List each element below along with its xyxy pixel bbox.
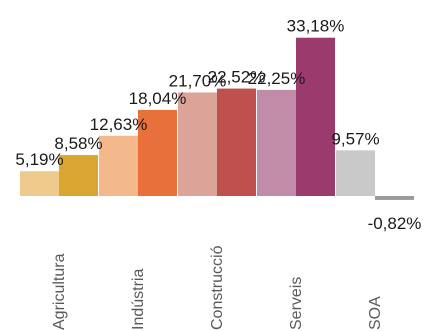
- bar-serveis-s1: [257, 89, 296, 196]
- bar-ind-stria-s1: [99, 135, 138, 196]
- value-label: 18,04%: [129, 89, 187, 108]
- value-label: 22,25%: [248, 69, 306, 88]
- bar-soa-s1: [336, 150, 375, 196]
- bars-group: [20, 37, 414, 200]
- category-labels-group: Agricultura Indústria Construcció Serveis SO…: [51, 245, 384, 330]
- bar-serveis-s2: [296, 37, 335, 196]
- value-label: 12,63%: [90, 115, 148, 134]
- bar-soa-s2: [375, 196, 414, 200]
- value-labels-group: 5,19%8,58%12,63% 18,04%21,70%22,52%22,25%…: [15, 17, 421, 233]
- bar-agricultura-s1: [20, 171, 59, 196]
- value-label: -0,82%: [368, 214, 422, 233]
- category-label-agricultura: Agricultura: [51, 253, 68, 330]
- value-label: 21,70%: [169, 71, 227, 90]
- bar-construcci--s1: [178, 92, 217, 196]
- category-label-construcci-: Construcció: [209, 245, 226, 330]
- value-label: 9,57%: [331, 129, 379, 148]
- value-label: 5,19%: [15, 150, 63, 169]
- value-label: 33,18%: [287, 17, 345, 36]
- value-label: 8,58%: [54, 134, 102, 153]
- bar-ind-stria-s2: [138, 109, 177, 196]
- bar-construcci--s2: [217, 88, 256, 196]
- bar-agricultura-s2: [59, 155, 98, 196]
- category-label-soa: SOA: [367, 296, 384, 330]
- category-label-ind-stria: Indústria: [130, 269, 147, 330]
- value-label: 22,52%: [208, 68, 266, 87]
- category-label-serveis: Serveis: [288, 277, 305, 330]
